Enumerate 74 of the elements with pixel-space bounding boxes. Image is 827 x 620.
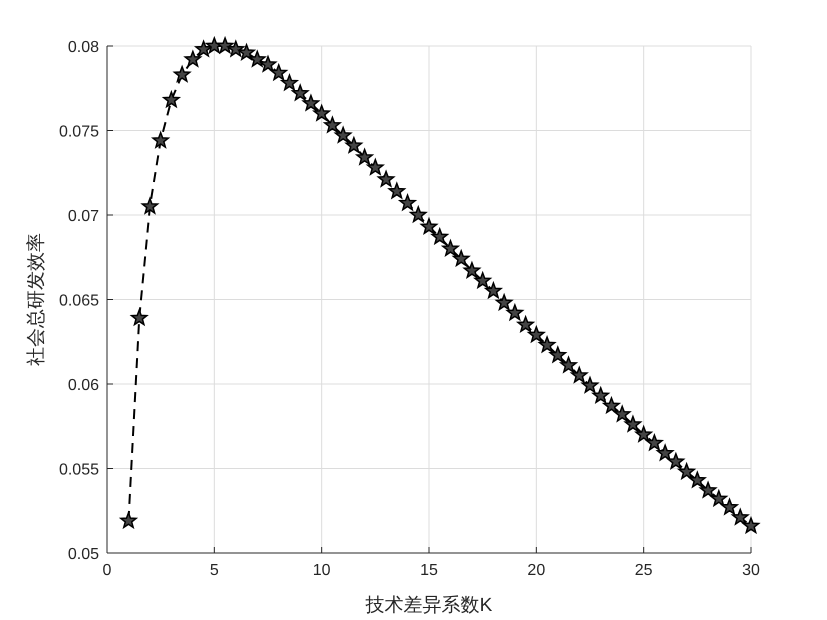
- point: [485, 282, 502, 298]
- point: [260, 56, 276, 72]
- point: [184, 50, 202, 67]
- point: [624, 416, 642, 432]
- point: [346, 136, 362, 153]
- point: [270, 64, 288, 80]
- y-tick-label: 0.06: [68, 377, 100, 394]
- x-tick-label: 5: [210, 562, 219, 579]
- point: [646, 434, 663, 450]
- point: [656, 444, 674, 461]
- point: [292, 84, 309, 101]
- point: [603, 397, 620, 414]
- point: [678, 463, 695, 480]
- point: [528, 326, 545, 342]
- point: [742, 517, 760, 534]
- point: [700, 482, 716, 498]
- y-tick-label: 0.075: [58, 124, 100, 140]
- point: [174, 66, 190, 82]
- x-tick-label: 0: [102, 562, 112, 579]
- point: [388, 182, 406, 199]
- point: [614, 406, 631, 422]
- point: [496, 294, 512, 310]
- point: [324, 116, 341, 133]
- point: [442, 240, 459, 256]
- point: [120, 512, 137, 528]
- point: [452, 250, 470, 266]
- point: [560, 356, 577, 373]
- point: [366, 158, 384, 175]
- point: [216, 37, 234, 54]
- y-tick-label: 0.065: [58, 292, 100, 310]
- point: [238, 44, 255, 60]
- point: [506, 304, 524, 320]
- point: [538, 336, 556, 352]
- y-tick-label: 0.05: [68, 546, 100, 563]
- point: [732, 508, 749, 525]
- point: [130, 309, 148, 326]
- point: [378, 170, 394, 187]
- point: [313, 104, 330, 121]
- x-axis-title: 技术差异系数K: [364, 595, 493, 616]
- point: [281, 74, 298, 90]
- point: [195, 40, 212, 57]
- point: [570, 366, 588, 383]
- point: [710, 490, 728, 506]
- y-tick-label: 0.055: [58, 462, 100, 478]
- point: [248, 50, 266, 67]
- point: [464, 262, 480, 278]
- point: [721, 498, 738, 515]
- point: [474, 272, 492, 288]
- point: [549, 346, 566, 362]
- point: [431, 228, 448, 244]
- point: [688, 472, 706, 488]
- point: [399, 194, 416, 210]
- x-tick-label: 30: [742, 562, 760, 579]
- point: [302, 94, 320, 111]
- y-tick-label: 0.07: [68, 208, 100, 225]
- x-tick-label: 10: [312, 562, 331, 579]
- point: [420, 218, 438, 234]
- point: [142, 198, 158, 214]
- x-tick-label: 20: [527, 562, 546, 579]
- point: [635, 426, 652, 442]
- point: [517, 316, 534, 332]
- y-axis-title: 社会总研发效率: [25, 233, 47, 366]
- x-tick-label: 15: [420, 562, 438, 579]
- point: [582, 376, 598, 393]
- point: [592, 387, 610, 404]
- point: [227, 40, 244, 57]
- y-tick-label: 0.08: [68, 39, 100, 56]
- point: [356, 148, 373, 165]
- x-tick-label: 25: [634, 562, 653, 579]
- point: [152, 132, 170, 148]
- point: [163, 91, 180, 108]
- point: [334, 126, 352, 143]
- point: [668, 452, 684, 469]
- point: [410, 206, 427, 222]
